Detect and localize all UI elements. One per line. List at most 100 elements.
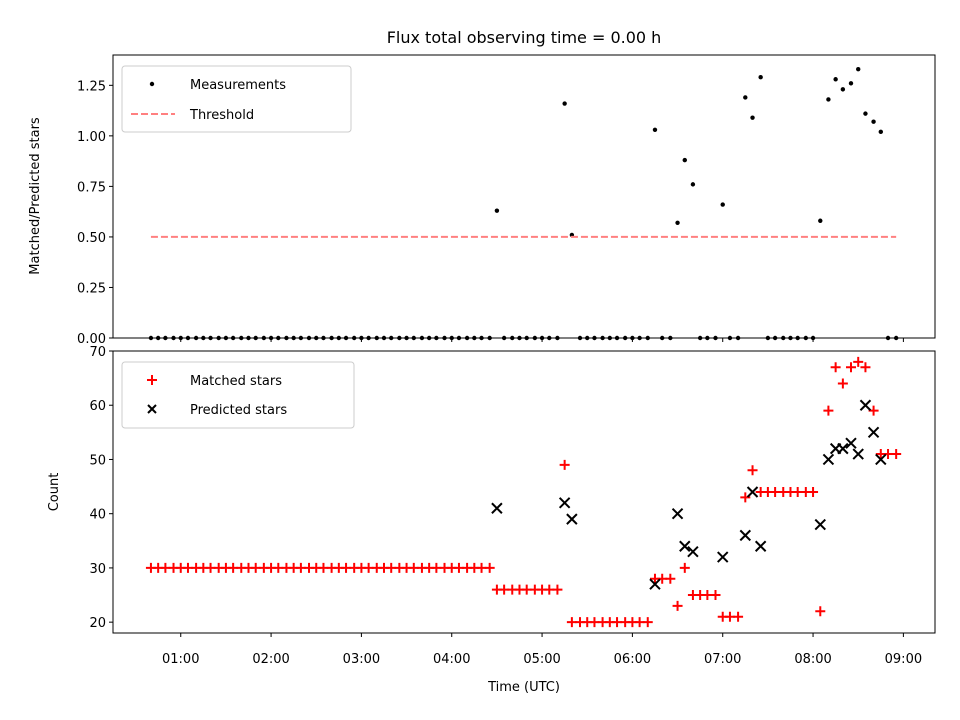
measurements-point — [577, 335, 583, 341]
top-y-axis-label: Matched/Predicted stars — [28, 117, 43, 275]
measurements-point — [389, 335, 394, 341]
matched-stars-point — [845, 362, 856, 373]
y-tick-label: 0.25 — [77, 281, 106, 296]
bottom-x-ticks: 01:00 02:00 03:00 04:00 05:00 06:00 07:00 08:00… — [162, 633, 922, 667]
matched-stars-point — [642, 617, 653, 628]
measurements-point — [555, 335, 560, 341]
measurements-point — [230, 335, 236, 341]
legend-label-predicted-stars: Predicted stars — [190, 403, 287, 418]
measurements-point — [592, 335, 597, 341]
measurements-point — [690, 182, 696, 187]
matched-stars-point — [665, 573, 676, 584]
measurements-point — [456, 335, 462, 341]
x-tick-label: 01:00 — [162, 652, 199, 667]
measurements-point — [758, 75, 763, 80]
measurements-point — [840, 87, 846, 92]
measurements-point — [404, 335, 409, 341]
measurements-point — [494, 208, 500, 213]
measurements-point — [419, 335, 425, 341]
measurements-point — [675, 220, 680, 225]
measurements-point — [660, 335, 665, 341]
predicted-stars-point — [754, 540, 767, 552]
measurements-point — [863, 111, 868, 116]
measurements-point — [479, 335, 484, 341]
measurements-point — [510, 335, 515, 341]
matched-stars-point — [891, 449, 902, 460]
predicted-stars-point — [717, 551, 729, 563]
measurements-point — [524, 335, 529, 341]
measurements-point — [517, 335, 522, 341]
y-tick-label: 0.50 — [77, 231, 106, 246]
matched-stars-point — [552, 584, 563, 595]
measurements-point — [622, 335, 628, 341]
x-tick-label: 02:00 — [252, 652, 289, 667]
bottom-y-axis-label: Count — [47, 473, 62, 512]
top-y-ticks: 0.00 0.25 0.50 0.75 1.00 1.25 — [77, 79, 113, 347]
measurements-point — [607, 335, 613, 341]
x-axis-label: Time (UTC) — [487, 680, 560, 695]
measurements-point — [713, 335, 718, 341]
predicted-stars-point — [679, 540, 691, 552]
measurements-point — [343, 335, 349, 341]
measurements-point — [735, 335, 741, 341]
matched-stars-point — [823, 405, 834, 416]
measurements-point — [893, 335, 899, 341]
bottom-plot-frame — [112, 350, 936, 634]
bottom-plot-data — [145, 356, 902, 628]
measurements-point — [239, 335, 244, 341]
measurements-point — [727, 335, 733, 341]
matched-stars-point — [672, 600, 683, 611]
top-legend: Measurements Threshold — [121, 65, 352, 133]
measurements-point — [163, 335, 168, 341]
measurements-point — [223, 335, 229, 341]
matched-stars-point — [837, 378, 848, 389]
bottom-legend: Matched stars Predicted stars — [121, 361, 355, 429]
measurements-point — [750, 115, 755, 120]
top-legend-box — [121, 65, 352, 133]
matched-stars-point — [808, 487, 819, 497]
predicted-stars-point — [687, 545, 699, 558]
legend-marker-predicted-stars — [147, 404, 157, 414]
measurements-point — [351, 335, 357, 341]
x-tick-label: 08:00 — [794, 652, 831, 667]
measurements-point — [765, 335, 771, 341]
series-group — [148, 66, 899, 341]
x-tick-label: 07:00 — [704, 652, 741, 667]
measurements-point — [261, 335, 267, 341]
matched-stars-point — [860, 362, 871, 373]
measurements-point — [795, 335, 800, 341]
measurements-point — [743, 95, 748, 100]
measurements-point — [562, 101, 567, 106]
measurements-point — [818, 218, 823, 223]
measurements-point — [652, 127, 658, 132]
measurements-point — [788, 335, 793, 341]
y-tick-label: 50 — [89, 453, 106, 468]
legend-label-matched-stars: Matched stars — [190, 374, 282, 389]
predicted-stars-point — [671, 507, 684, 520]
predicted-stars-point — [875, 453, 887, 466]
measurements-point — [381, 335, 387, 341]
bottom-panel: 20 30 40 50 60 70 01:00 02:00 03:00 04:00 05:00 06… — [47, 345, 936, 695]
measurements-point — [772, 335, 778, 341]
measurements-point — [885, 335, 891, 341]
measurements-point — [411, 335, 416, 341]
measurements-point — [532, 335, 538, 341]
x-tick-label: 03:00 — [343, 652, 380, 667]
legend-marker-measurements — [149, 81, 155, 87]
measurements-point — [585, 335, 590, 341]
predicted-stars-point — [649, 578, 661, 590]
matched-stars-point — [679, 562, 690, 573]
y-tick-label: 40 — [89, 508, 106, 523]
predicted-stars-point — [845, 437, 857, 449]
measurements-point — [600, 335, 605, 341]
matched-stars-point — [830, 362, 841, 373]
measurements-point — [314, 335, 319, 341]
measurements-point — [329, 335, 334, 341]
predicted-stars-point — [822, 453, 835, 466]
measurements-point — [878, 129, 884, 135]
measurements-point — [501, 335, 507, 341]
measurements-point — [871, 119, 876, 124]
y-tick-label: 60 — [89, 399, 106, 414]
measurements-point — [826, 97, 831, 102]
y-tick-label: 1.00 — [77, 130, 106, 145]
